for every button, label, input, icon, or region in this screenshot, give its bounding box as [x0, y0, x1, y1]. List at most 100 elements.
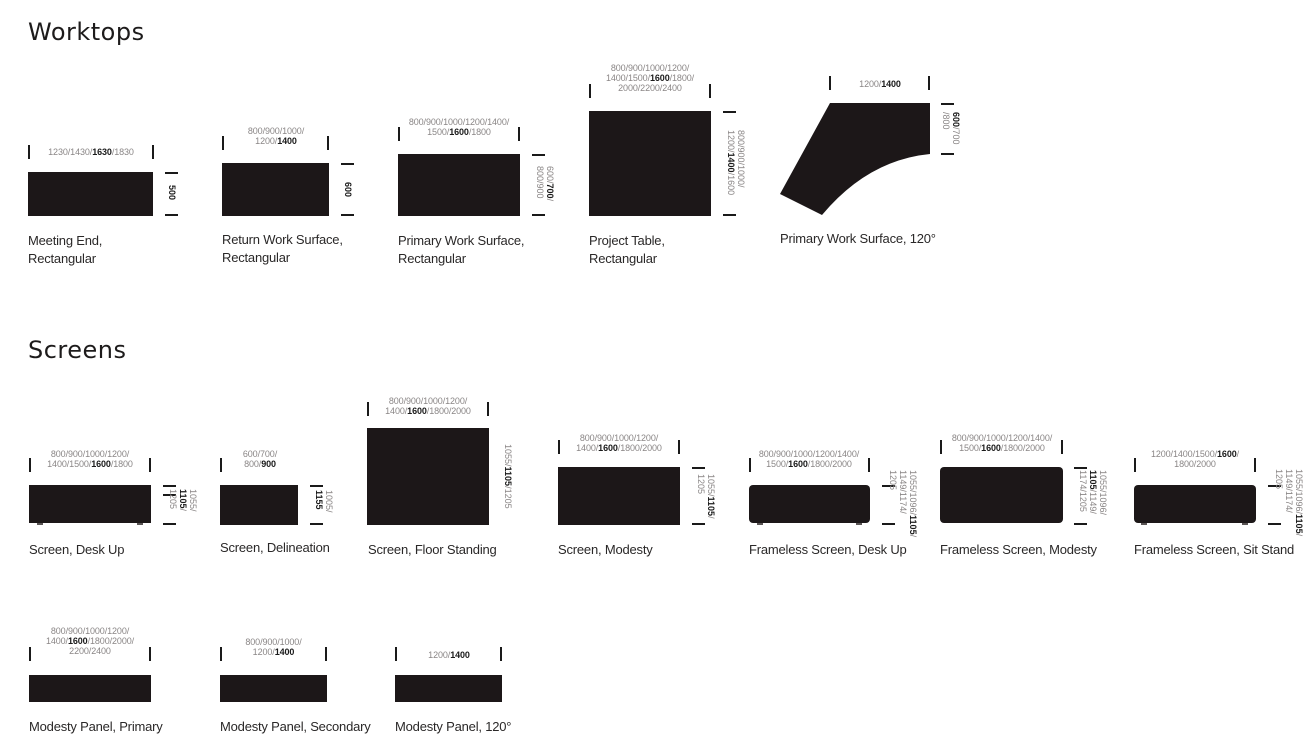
depth-dimension: 800/900/1000/ 1200/1400/1600 [726, 130, 746, 196]
dim-tick [692, 467, 705, 469]
dim-tick [220, 458, 222, 472]
width-dimension: 800/900/1000/1200/1400/ 1500/1600/1800 [408, 117, 510, 137]
width-dimension: 800/900/1000/1200/1400/ 1500/1600/1800/2… [758, 449, 860, 469]
width-dimension: 800/900/1000/1200/ 1400/1600/1800/2000/ … [45, 626, 135, 656]
dim-tick [532, 154, 545, 156]
depth-dimension: 500 [167, 185, 177, 201]
screens-heading: Screens [28, 336, 127, 364]
dim-tick [1268, 485, 1281, 487]
dim-tick [882, 523, 895, 525]
dim-tick [1074, 523, 1087, 525]
dim-tick [149, 458, 151, 472]
height-dimension: 1055/1105/ 1205 [696, 474, 716, 519]
height-dimension: 1055/1105/1205 [503, 444, 513, 509]
dim-tick [152, 145, 154, 159]
depth-dimension: 600/700/ 800/900 [535, 166, 555, 202]
dim-tick [327, 136, 329, 150]
screen-desk-up-caption: Screen, Desk Up [29, 542, 125, 557]
dim-tick [163, 485, 176, 487]
dim-tick [940, 440, 942, 454]
modesty-panel-primary-caption: Modesty Panel, Primary [29, 719, 163, 734]
dim-tick [692, 523, 705, 525]
width-dimension: 800/900/1000/ 1200/1400 [247, 126, 305, 146]
width-dimension: 1200/1400/1500/1600/ 1800/2000 [1150, 449, 1240, 469]
height-dimension: 1055/ 1105/ 1205 [168, 489, 198, 512]
dim-tick [941, 153, 954, 155]
dim-tick [29, 647, 31, 661]
dim-tick [367, 402, 369, 416]
dim-tick [163, 494, 176, 496]
project-table-caption: Project Table, Rectangular [589, 233, 665, 266]
dim-tick [487, 402, 489, 416]
meeting-end-shape [28, 172, 153, 216]
dim-tick [310, 485, 323, 487]
screen-floor-standing-caption: Screen, Floor Standing [368, 542, 497, 557]
dim-tick [928, 76, 930, 90]
height-dimension: 1055/1096/1105/ 1149/1174/ 1205 [888, 470, 918, 538]
height-dimension: 1005/ 1155 [314, 490, 334, 513]
screen-delineation-shape [220, 485, 298, 525]
screen-foot [757, 523, 763, 525]
screen-foot [1242, 523, 1248, 525]
dim-tick [1061, 440, 1063, 454]
width-dimension: 1200/1400 [428, 650, 470, 660]
screen-floor-standing-shape [367, 428, 489, 525]
dim-tick [829, 76, 831, 90]
modesty-panel-120-shape [395, 675, 502, 702]
frameless-screen-sit-stand-caption: Frameless Screen, Sit Stand [1134, 542, 1295, 557]
modesty-panel-secondary-shape [220, 675, 327, 702]
screen-delineation-caption: Screen, Delineation [220, 540, 330, 555]
primary-work-surface-120-caption: Primary Work Surface, 120° [780, 231, 936, 246]
dim-tick [310, 523, 323, 525]
depth-dimension: 600 [343, 182, 353, 198]
frameless-screen-desk-up-shape [749, 485, 870, 523]
width-dimension: 800/900/1000/1200/ 1400/1600/1800/2000 [576, 433, 662, 453]
screen-foot [856, 523, 862, 525]
dim-tick [518, 127, 520, 141]
dim-tick [1134, 458, 1136, 472]
width-dimension: 600/700/ 800/900 [242, 449, 278, 469]
dim-tick [398, 127, 400, 141]
dim-tick [29, 458, 31, 472]
dim-tick [1268, 523, 1281, 525]
dim-tick [678, 440, 680, 454]
dim-tick [723, 214, 736, 216]
screen-modesty-shape [558, 467, 680, 525]
dim-tick [500, 647, 502, 661]
dim-tick [28, 145, 30, 159]
frameless-screen-modesty-caption: Frameless Screen, Modesty [940, 542, 1097, 557]
dim-tick [149, 647, 151, 661]
frameless-screen-modesty-shape [940, 467, 1063, 523]
dim-tick [709, 84, 711, 98]
dim-tick [1254, 458, 1256, 472]
modesty-panel-secondary-caption: Modesty Panel, Secondary [220, 719, 371, 734]
screen-desk-up-shape [29, 485, 151, 523]
primary-work-surface-rect-caption: Primary Work Surface, Rectangular [398, 233, 525, 266]
meeting-end-caption: Meeting End, Rectangular [28, 233, 103, 266]
dim-tick [163, 523, 176, 525]
dim-tick [723, 111, 736, 113]
frameless-screen-sit-stand-shape [1134, 485, 1256, 523]
modesty-panel-primary-shape [29, 675, 151, 702]
primary-work-surface-120-shape [780, 103, 930, 215]
width-dimension: 800/900/1000/1200/1400/ 1500/1600/1800/2… [951, 433, 1053, 453]
depth-dimension: 600/700 /800 [941, 112, 961, 145]
dim-tick [220, 647, 222, 661]
modesty-panel-120-caption: Modesty Panel, 120° [395, 719, 512, 734]
width-dimension: 800/900/1000/1200/ 1400/1500/1600/1800/ … [605, 63, 695, 93]
dim-tick [868, 458, 870, 472]
width-dimension: 800/900/1000/1200/ 1400/1600/1800/2000 [385, 396, 471, 416]
height-dimension: 1055/1096/ 1105/1149/ 1174/1205 [1078, 470, 1108, 516]
return-work-surface-caption: Return Work Surface, Rectangular [222, 232, 343, 265]
width-dimension: 800/900/1000/1200/ 1400/1500/1600/1800 [47, 449, 133, 469]
height-dimension: 1055/1096/1105/ 1149/1174/ 1205 [1274, 469, 1304, 537]
dim-tick [165, 172, 178, 174]
screen-modesty-caption: Screen, Modesty [558, 542, 653, 557]
screen-foot [1141, 523, 1147, 525]
return-work-surface-shape [222, 163, 329, 216]
width-dimension: 1200/1400 [859, 79, 901, 89]
dim-tick [395, 647, 397, 661]
dim-tick [882, 485, 895, 487]
dim-tick [222, 136, 224, 150]
dim-tick [165, 214, 178, 216]
